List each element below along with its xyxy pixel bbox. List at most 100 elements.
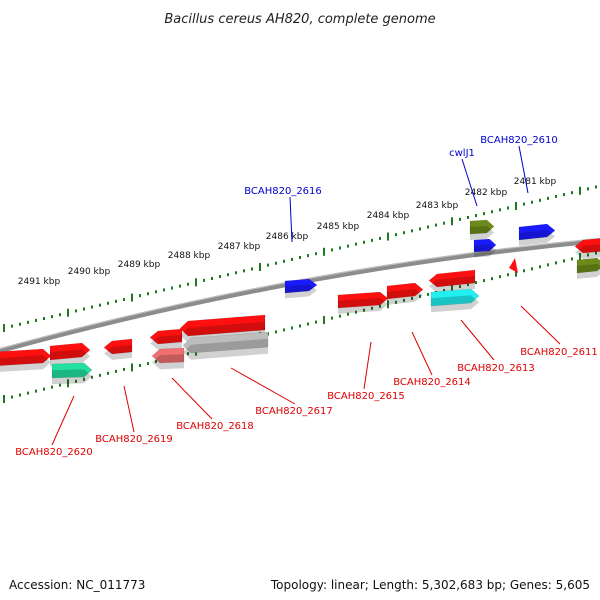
tick-mark bbox=[283, 259, 285, 263]
genome-title: Bacillus cereus AH820, complete genome bbox=[164, 12, 435, 27]
feature-body bbox=[577, 258, 600, 273]
tick-mark bbox=[211, 276, 213, 280]
leader-line bbox=[171, 377, 213, 420]
feature-body bbox=[180, 315, 265, 336]
tick-mark bbox=[3, 395, 5, 404]
feature-cwlj1 bbox=[469, 219, 495, 240]
feature-body bbox=[470, 220, 494, 234]
tick-mark bbox=[339, 314, 341, 318]
feature-bcah820-2615 bbox=[337, 291, 389, 314]
gene-label-reverse: BCAH820_2611 bbox=[520, 347, 598, 358]
tick-mark bbox=[571, 257, 573, 261]
scale-tick-label: 2484 kbp bbox=[367, 211, 410, 221]
tick-mark bbox=[419, 294, 421, 298]
feature-bcah820-2620-left bbox=[0, 348, 52, 372]
scale-tick-label: 2483 kbp bbox=[416, 201, 459, 211]
tick-mark bbox=[531, 267, 533, 271]
feature-body bbox=[104, 339, 132, 354]
tick-mark bbox=[491, 277, 493, 281]
tick-mark bbox=[315, 252, 317, 256]
leader-line bbox=[518, 145, 529, 194]
feature-bcah820-2613-alt bbox=[430, 288, 480, 313]
tick-mark bbox=[371, 306, 373, 310]
feature-shade bbox=[104, 344, 132, 360]
tick-mark bbox=[75, 379, 77, 383]
tick-mark bbox=[451, 284, 453, 293]
tick-mark bbox=[219, 275, 221, 279]
tick-mark bbox=[51, 315, 53, 319]
feature-outline bbox=[149, 328, 183, 345]
feature-shade bbox=[387, 288, 423, 305]
tick-mark bbox=[91, 305, 93, 309]
tick-mark bbox=[235, 271, 237, 275]
tick-mark bbox=[147, 361, 149, 365]
tick-mark bbox=[347, 312, 349, 316]
gene-label-reverse: BCAH820_2615 bbox=[327, 391, 405, 402]
tick-mark bbox=[315, 320, 317, 324]
tick-mark bbox=[59, 313, 61, 317]
tick-mark bbox=[123, 297, 125, 301]
feature-body bbox=[150, 329, 182, 344]
feature-shade bbox=[152, 354, 184, 370]
feature-forward-small bbox=[473, 238, 497, 258]
feature-outline bbox=[430, 288, 480, 307]
feature-shade bbox=[285, 284, 317, 299]
tick-mark bbox=[115, 369, 117, 373]
tick-mark bbox=[507, 273, 509, 277]
feature-bcah820-2614 bbox=[386, 282, 424, 305]
tick-mark bbox=[171, 286, 173, 290]
tick-mark bbox=[579, 186, 581, 195]
tick-mark bbox=[387, 232, 389, 241]
scale-tick-label: 2488 kbp bbox=[168, 251, 211, 261]
feature-outline bbox=[337, 291, 389, 309]
tick-mark bbox=[587, 187, 589, 191]
leader-line bbox=[460, 319, 495, 361]
scale-tick-label: 2487 kbp bbox=[218, 242, 261, 252]
topology-summary: Topology: linear; Length: 5,302,683 bp; … bbox=[270, 578, 590, 592]
feature-outline bbox=[518, 223, 556, 241]
tick-mark bbox=[163, 288, 165, 292]
feature-outline bbox=[151, 347, 185, 364]
leader-line bbox=[123, 385, 135, 433]
tick-mark bbox=[331, 248, 333, 252]
tick-mark bbox=[299, 256, 301, 259]
tick-mark bbox=[499, 275, 501, 279]
tick-mark bbox=[411, 229, 413, 233]
tick-mark bbox=[499, 208, 501, 212]
tick-mark bbox=[347, 244, 349, 248]
tick-mark bbox=[547, 263, 549, 267]
feature-outline bbox=[103, 338, 133, 355]
leader-line bbox=[289, 196, 293, 243]
feature-body bbox=[183, 332, 268, 353]
tick-mark bbox=[515, 268, 517, 277]
feature-body bbox=[0, 349, 51, 366]
tick-mark bbox=[379, 304, 381, 308]
feature-shade bbox=[470, 225, 494, 240]
tick-mark bbox=[595, 185, 597, 189]
tick-mark bbox=[291, 326, 293, 330]
tick-mark bbox=[355, 310, 357, 314]
tick-mark bbox=[107, 371, 109, 375]
tick-mark bbox=[251, 267, 253, 271]
tick-mark bbox=[19, 393, 21, 397]
feature-grey bbox=[182, 331, 269, 360]
gene-label-forward: cwlJ1 bbox=[449, 148, 475, 159]
gene-label-reverse: BCAH820_2619 bbox=[95, 434, 173, 445]
feature-shade bbox=[50, 349, 90, 367]
tick-mark bbox=[291, 257, 293, 261]
tick-mark bbox=[515, 202, 517, 211]
tick-mark bbox=[131, 293, 133, 302]
feature-outline bbox=[469, 219, 495, 235]
tick-mark bbox=[147, 292, 149, 296]
feature-edge-green bbox=[576, 257, 600, 279]
scale-tick-label: 2485 kbp bbox=[317, 222, 360, 232]
tick-mark bbox=[531, 200, 533, 204]
feature-body bbox=[338, 292, 388, 308]
tick-mark bbox=[483, 279, 485, 283]
tick-mark bbox=[595, 251, 597, 255]
tick-mark bbox=[403, 298, 405, 302]
feature-bcah820-2610 bbox=[518, 223, 556, 246]
tick-mark bbox=[475, 214, 477, 218]
scale-ticks-outer bbox=[3, 185, 597, 333]
